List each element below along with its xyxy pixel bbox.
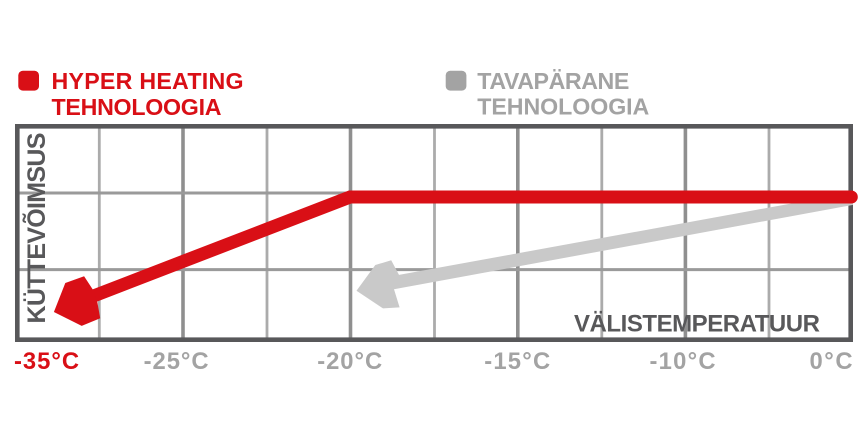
svg-text:HYPER HEATING: HYPER HEATING xyxy=(52,68,244,94)
svg-text:-15°C: -15°C xyxy=(484,348,550,375)
svg-text:TEHNOLOOGIA: TEHNOLOOGIA xyxy=(52,94,222,120)
svg-text:-10°C: -10°C xyxy=(650,348,716,375)
svg-text:VÄLISTEMPERATUUR: VÄLISTEMPERATUUR xyxy=(574,310,820,337)
svg-text:0°C: 0°C xyxy=(810,348,853,375)
svg-text:-20°C: -20°C xyxy=(317,348,382,375)
svg-text:-25°C: -25°C xyxy=(144,348,209,375)
svg-text:TEHNOLOOGIA: TEHNOLOOGIA xyxy=(477,93,649,119)
svg-text:KÜTTEVÕIMSUS: KÜTTEVÕIMSUS xyxy=(21,133,51,323)
svg-text:TAVAPÄRANE: TAVAPÄRANE xyxy=(477,68,629,94)
svg-text:-35°C: -35°C xyxy=(14,348,79,375)
